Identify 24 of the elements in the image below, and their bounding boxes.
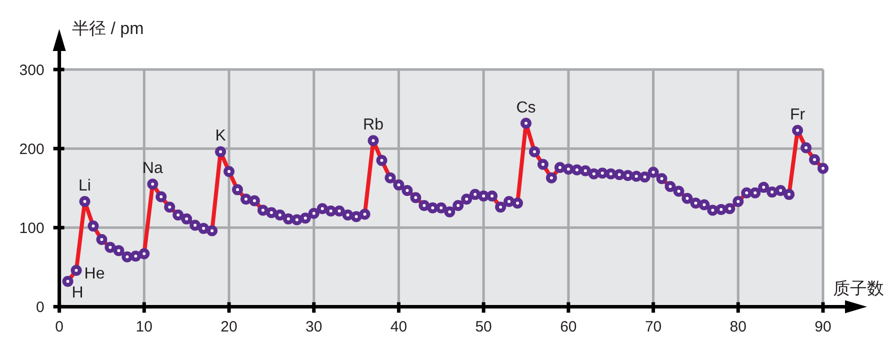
x-tick-label: 40	[390, 318, 408, 336]
x-tick-label: 70	[644, 318, 662, 336]
point-label: Fr	[790, 106, 806, 124]
x-tick-label: 80	[730, 318, 746, 336]
x-tick-label: 20	[220, 318, 238, 336]
y-tick-label: 100	[19, 220, 44, 237]
point-label: Cs	[516, 99, 536, 116]
y-tick-label: 300	[19, 62, 44, 79]
point-label: Na	[142, 160, 163, 178]
x-axis-title: 质子数	[833, 279, 884, 298]
y-tick-label: 200	[19, 140, 44, 158]
point-label: Rb	[363, 116, 384, 134]
point-label: H	[72, 284, 84, 302]
y-tick-label: 0	[36, 299, 44, 316]
y-axis-title: 半径 / pm	[72, 19, 144, 38]
x-tick-label: 0	[55, 318, 64, 336]
x-tick-label: 50	[475, 318, 492, 336]
x-tick-label: 90	[814, 318, 832, 336]
point-label: K	[215, 128, 226, 145]
point-label: He	[84, 265, 105, 282]
x-tick-label: 10	[136, 318, 152, 336]
x-tick-label: 60	[560, 318, 577, 336]
point-label: Li	[78, 178, 91, 195]
x-tick-label: 30	[306, 318, 322, 336]
